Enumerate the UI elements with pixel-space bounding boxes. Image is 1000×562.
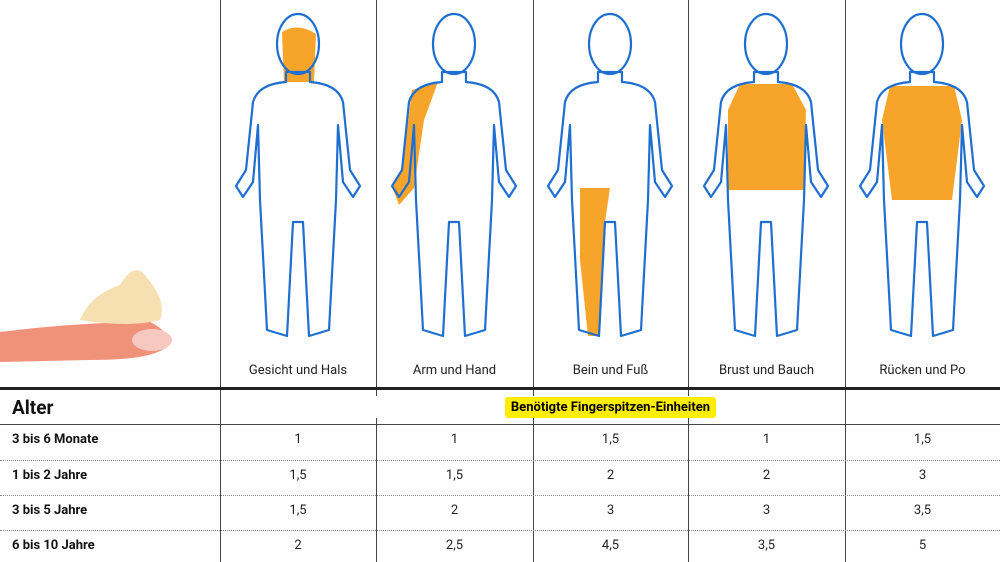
banner-text: Benötigte Fingerspitzen-Einheiten <box>504 397 717 418</box>
body-area-label: Bein und Fuß <box>572 363 649 378</box>
body-area-label: Arm und Hand <box>412 363 497 378</box>
column-divider <box>688 0 689 562</box>
fingertip-units: 1,5 <box>445 468 464 483</box>
row-divider <box>0 530 1000 531</box>
row-header: Alter <box>12 396 54 419</box>
row-divider <box>0 460 1000 461</box>
column-divider <box>533 0 534 562</box>
fingertip-units: 2 <box>762 468 771 483</box>
header-rule <box>0 387 1000 390</box>
figure-chest <box>702 12 830 338</box>
finger <box>0 322 167 362</box>
fingertip-units: 2,5 <box>445 538 464 553</box>
figure-leg <box>546 12 674 338</box>
body-area-label: Gesicht und Hals <box>248 363 348 378</box>
banner: Benötigte Fingerspitzen-Einheiten <box>376 396 845 418</box>
row-divider <box>0 495 1000 496</box>
fingertip-units: 1 <box>762 432 771 447</box>
fingertip-units: 1,5 <box>913 432 932 447</box>
fingertip-units: 1 <box>450 432 459 447</box>
body-area-label: Brust und Bauch <box>718 363 815 378</box>
body-area-label: Rücken und Po <box>879 363 966 378</box>
fingertip-units: 1,5 <box>289 468 307 483</box>
fingertip-units: 4,5 <box>601 538 620 553</box>
fingertip-units: 3 <box>762 503 771 518</box>
fingertip-units: 3 <box>606 503 615 518</box>
figure-back <box>858 12 986 338</box>
fingertip-units: 3,5 <box>757 538 776 553</box>
cream <box>80 270 162 324</box>
fingertip-units: 1 <box>294 432 302 447</box>
row-rule <box>0 424 1000 425</box>
fingernail <box>132 329 172 351</box>
fingertip-units: 3 <box>918 468 927 483</box>
fingertip-units: 2 <box>450 503 459 518</box>
age-label: 3 bis 6 Monate <box>12 432 99 447</box>
fingertip-units: 3,5 <box>913 503 932 518</box>
fingertip-units: 1,5 <box>289 503 307 518</box>
fingertip-units: 2 <box>606 468 615 483</box>
fingertip-units: 2 <box>294 538 302 553</box>
figure-arm <box>390 12 518 338</box>
fingertip-units: 1,5 <box>601 432 620 447</box>
age-label: 1 bis 2 Jahre <box>12 468 88 483</box>
fingertip-units: 5 <box>918 538 927 553</box>
column-divider <box>376 0 377 562</box>
column-divider <box>845 0 846 562</box>
figure-face <box>234 12 362 338</box>
column-divider <box>220 0 221 562</box>
age-label: 3 bis 5 Jahre <box>12 503 88 518</box>
age-label: 6 bis 10 Jahre <box>12 538 95 553</box>
